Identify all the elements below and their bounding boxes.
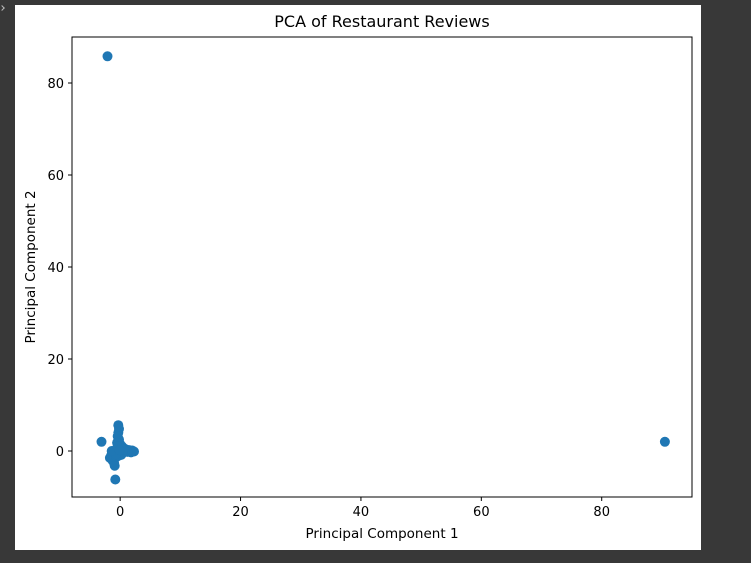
y-axis-ticks: 0 20 40 60 80 bbox=[47, 77, 72, 460]
y-axis-label: Principal Component 2 bbox=[23, 190, 39, 343]
data-point-3 bbox=[110, 474, 121, 485]
chart-title: PCA of Restaurant Reviews bbox=[274, 12, 489, 31]
x-axis-ticks: 0 20 40 60 80 bbox=[116, 497, 610, 520]
x-tick-label-3: 60 bbox=[473, 505, 490, 520]
data-point-39 bbox=[114, 445, 125, 456]
data-point-0 bbox=[102, 51, 113, 62]
y-tick-label-2: 40 bbox=[47, 261, 64, 276]
data-point-30 bbox=[109, 460, 120, 471]
x-tick-label-0: 0 bbox=[116, 505, 124, 520]
figure-canvas: PCA of Restaurant Reviews 0 20 40 60 80 0 20 4… bbox=[15, 5, 701, 550]
x-tick-label-2: 40 bbox=[353, 505, 370, 520]
x-tick-label-1: 20 bbox=[232, 505, 249, 520]
points-layer bbox=[96, 51, 670, 485]
y-tick-label-3: 60 bbox=[47, 169, 64, 184]
y-tick-label-0: 0 bbox=[56, 445, 64, 460]
window-corner-mark bbox=[0, 5, 5, 11]
y-tick-label-4: 80 bbox=[47, 77, 64, 92]
data-point-1 bbox=[659, 436, 670, 447]
x-tick-label-4: 80 bbox=[593, 505, 610, 520]
scatter-chart: PCA of Restaurant Reviews 0 20 40 60 80 0 20 4… bbox=[23, 12, 693, 542]
data-point-37 bbox=[106, 446, 117, 456]
data-point-2 bbox=[96, 436, 107, 447]
plot-frame bbox=[71, 36, 693, 498]
x-axis-label: Principal Component 1 bbox=[305, 526, 458, 542]
y-tick-label-1: 20 bbox=[47, 353, 64, 368]
